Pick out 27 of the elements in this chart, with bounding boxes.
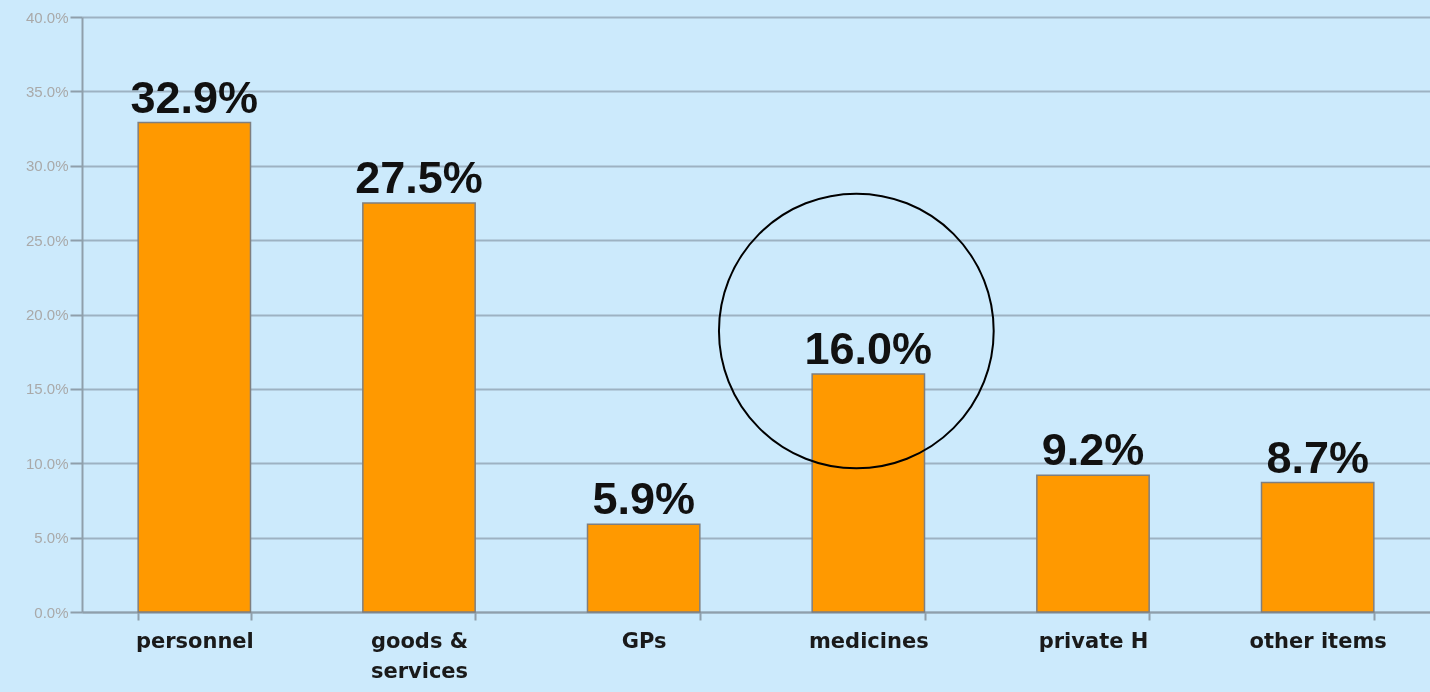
bar [586,523,701,613]
y-tick-label: 40.0% [25,8,69,26]
bar [811,373,926,613]
y-tick-label: 20.0% [25,306,69,323]
data-label: 8.7% [1266,431,1369,483]
y-tick-label: 35.0% [25,82,69,100]
y-tick-label: 5.0% [34,529,69,547]
y-tick-label: 0.0% [34,603,69,621]
y-tick-label: 25.0% [25,231,69,249]
x-tick-label: personnel [135,628,254,653]
x-tick-label: GPs [621,628,667,653]
y-tick-label: 10.0% [25,454,69,472]
y-tick-label: 15.0% [25,380,69,398]
data-label: 27.5% [355,151,483,203]
data-label: 5.9% [592,473,695,525]
x-tick-label: goods & services [370,628,469,683]
bar [137,121,252,613]
bar [1036,474,1150,613]
data-label: 9.2% [1041,424,1145,476]
x-tick-label: other items [1249,628,1387,653]
x-tick-label: private H [1038,628,1149,653]
bar [362,202,476,613]
bar [1260,481,1375,613]
data-label: 16.0% [804,323,933,374]
data-label: 32.9% [130,71,259,123]
x-tick-label: medicines [808,628,929,653]
y-tick-label: 30.0% [25,157,69,175]
